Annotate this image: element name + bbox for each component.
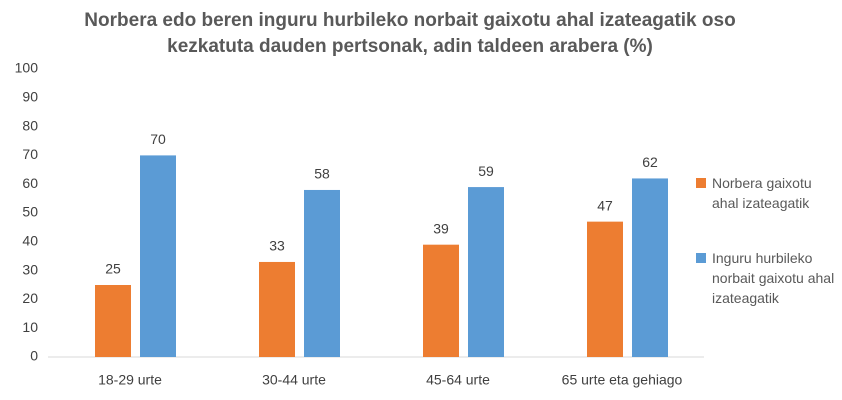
value-label: 47 xyxy=(597,197,613,213)
x-tick-label: 65 urte eta gehiago xyxy=(562,372,683,388)
x-tick-label: 30-44 urte xyxy=(262,372,326,388)
bar xyxy=(304,189,340,357)
chart-title: Norbera edo beren inguru hurbileko norba… xyxy=(84,10,736,57)
legend-label: Norbera gaixotu ahal izateagatik xyxy=(712,175,812,211)
y-tick-label: 10 xyxy=(22,319,38,335)
bar xyxy=(423,244,459,357)
y-tick-label: 0 xyxy=(30,348,38,364)
bar xyxy=(140,155,176,357)
bar xyxy=(468,187,504,357)
y-tick-label: 40 xyxy=(22,233,38,249)
bar xyxy=(259,261,295,357)
y-tick-label: 70 xyxy=(22,146,38,162)
value-label: 33 xyxy=(269,238,285,254)
value-label: 62 xyxy=(642,154,658,170)
x-tick-label: 45-64 urte xyxy=(426,372,490,388)
bar xyxy=(95,285,131,357)
legend-label: Inguru hurbileko norbait gaixotu ahal iz… xyxy=(712,250,835,306)
value-label: 59 xyxy=(478,163,494,179)
bar xyxy=(632,178,668,357)
y-tick-label: 90 xyxy=(22,89,38,105)
legend-swatch xyxy=(696,253,706,263)
legend-swatch xyxy=(696,178,706,188)
x-tick-label: 18-29 urte xyxy=(98,372,162,388)
y-tick-label: 60 xyxy=(22,175,38,191)
y-tick-label: 50 xyxy=(22,204,38,220)
bar xyxy=(587,221,623,357)
y-tick-label: 30 xyxy=(22,261,38,277)
value-label: 25 xyxy=(105,261,121,277)
value-label: 39 xyxy=(433,220,449,236)
y-tick-label: 80 xyxy=(22,117,38,133)
y-tick-label: 20 xyxy=(22,290,38,306)
y-tick-label: 100 xyxy=(15,60,39,76)
value-label: 58 xyxy=(314,166,330,182)
value-label: 70 xyxy=(150,131,166,147)
